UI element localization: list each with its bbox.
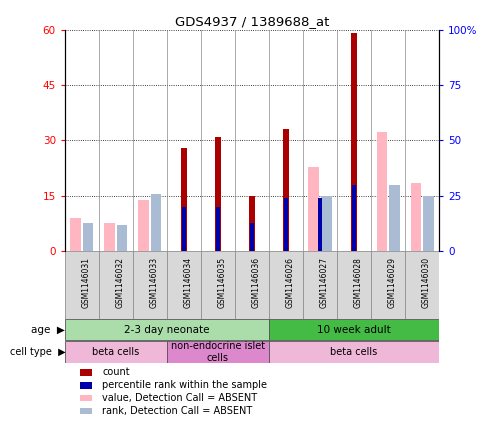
Text: GSM1146026: GSM1146026 [286,257,295,308]
Bar [70,218,81,251]
Text: beta cells: beta cells [92,347,140,357]
Text: value, Detection Call = ABSENT: value, Detection Call = ABSENT [102,393,257,403]
Bar [201,251,235,319]
Text: GSM1146027: GSM1146027 [320,257,329,308]
Bar [167,341,269,363]
Text: beta cells: beta cells [330,347,378,357]
Bar [65,341,167,363]
Bar [99,251,133,319]
Bar [337,251,371,319]
Text: GSM1146031: GSM1146031 [82,257,91,308]
Bar [318,198,322,251]
Text: cell type  ▶: cell type ▶ [9,347,65,357]
Bar [377,132,387,251]
Bar [80,408,92,414]
Bar [269,341,439,363]
Text: GSM1146035: GSM1146035 [218,257,227,308]
Bar [405,251,439,319]
Text: age  ▶: age ▶ [31,325,65,335]
Text: GSM1146036: GSM1146036 [252,257,261,308]
Text: GSM1146032: GSM1146032 [116,257,125,308]
Bar [389,185,400,251]
Bar [423,196,434,251]
Bar [181,148,187,251]
Text: 10 week adult: 10 week adult [317,325,391,335]
Bar [250,222,253,251]
Bar [182,207,186,251]
Bar [269,251,303,319]
Text: GSM1146028: GSM1146028 [354,257,363,308]
Text: non-endocrine islet
cells: non-endocrine islet cells [171,341,265,363]
Bar [352,185,356,251]
Bar [138,201,149,251]
Bar [65,251,99,319]
Text: 2-3 day neonate: 2-3 day neonate [124,325,210,335]
Bar [104,222,115,251]
Bar [216,207,220,251]
Bar [411,183,422,251]
Bar [151,194,162,251]
Bar [133,251,167,319]
Bar [303,251,337,319]
Bar [351,33,357,251]
Text: count: count [102,367,130,377]
Bar [117,225,127,251]
Bar [80,369,92,376]
Bar [235,251,269,319]
Bar [283,129,289,251]
Bar [269,319,439,341]
Bar [215,137,221,251]
Text: rank, Detection Call = ABSENT: rank, Detection Call = ABSENT [102,406,252,416]
Text: GSM1146030: GSM1146030 [422,257,431,308]
Title: GDS4937 / 1389688_at: GDS4937 / 1389688_at [175,16,329,28]
Text: percentile rank within the sample: percentile rank within the sample [102,380,267,390]
Bar [82,222,93,251]
Bar [284,198,288,251]
Text: GSM1146033: GSM1146033 [150,257,159,308]
Text: GSM1146034: GSM1146034 [184,257,193,308]
Bar [80,382,92,389]
Bar [249,196,255,251]
Bar [167,251,201,319]
Bar [80,395,92,401]
Bar [65,319,269,341]
Bar [371,251,405,319]
Bar [321,196,332,251]
Bar [308,167,319,251]
Text: GSM1146029: GSM1146029 [388,257,397,308]
